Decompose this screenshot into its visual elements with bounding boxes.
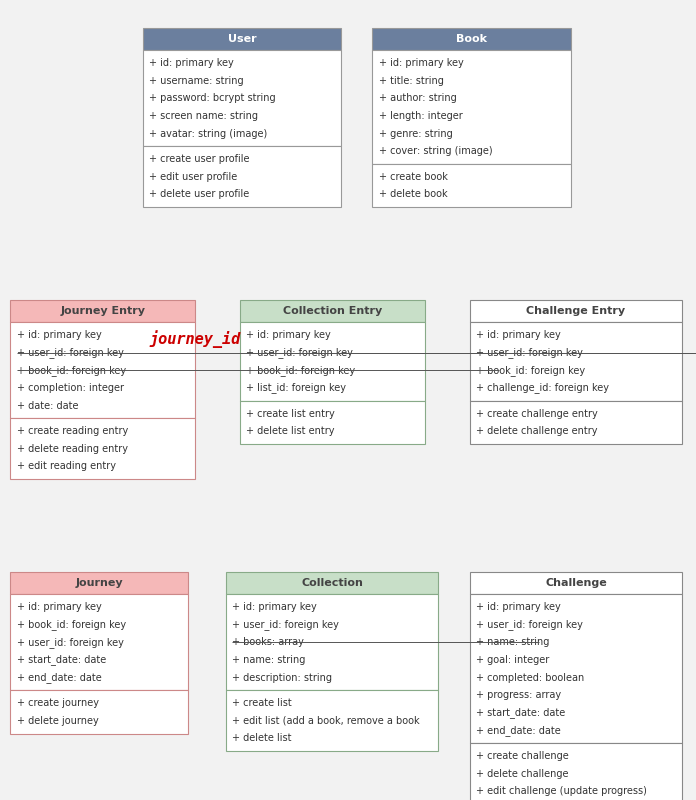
Text: + description: string: + description: string <box>232 673 333 682</box>
Text: Collection Entry: Collection Entry <box>283 306 382 316</box>
Text: + screen name: string: + screen name: string <box>149 111 258 121</box>
Text: + edit reading entry: + edit reading entry <box>17 462 116 471</box>
Bar <box>240 401 425 444</box>
Bar <box>226 572 438 594</box>
Text: + create user profile: + create user profile <box>149 154 249 164</box>
Text: + genre: string: + genre: string <box>379 129 452 138</box>
Text: + date: date: + date: date <box>17 401 78 410</box>
Bar <box>143 50 341 146</box>
Text: + edit challenge (update progress): + edit challenge (update progress) <box>476 786 647 796</box>
Bar <box>226 594 438 690</box>
Bar <box>372 28 571 50</box>
Text: + edit list (add a book, remove a book: + edit list (add a book, remove a book <box>232 716 420 726</box>
Text: + delete user profile: + delete user profile <box>149 190 249 199</box>
Text: + book_id: foreign key: + book_id: foreign key <box>476 365 585 376</box>
Bar <box>240 300 425 322</box>
Text: + create list: + create list <box>232 698 292 708</box>
Text: + end_date: date: + end_date: date <box>476 725 561 736</box>
Text: Journey: Journey <box>75 578 123 588</box>
Text: + avatar: string (image): + avatar: string (image) <box>149 129 267 138</box>
Text: + end_date: date: + end_date: date <box>17 672 102 683</box>
Text: + create book: + create book <box>379 172 448 182</box>
Text: + completion: integer: + completion: integer <box>17 383 124 393</box>
Text: Challenge Entry: Challenge Entry <box>526 306 626 316</box>
Bar <box>10 572 188 594</box>
Bar <box>10 322 195 418</box>
Text: + id: primary key: + id: primary key <box>149 58 234 68</box>
Bar <box>470 322 682 401</box>
Text: + completed: boolean: + completed: boolean <box>476 673 585 682</box>
Text: + book_id: foreign key: + book_id: foreign key <box>17 365 126 376</box>
Text: + id: primary key: + id: primary key <box>379 58 464 68</box>
Text: User: User <box>228 34 256 44</box>
Text: + user_id: foreign key: + user_id: foreign key <box>17 347 124 358</box>
Bar <box>372 164 571 207</box>
Text: + progress: array: + progress: array <box>476 690 561 700</box>
Text: + create challenge: + create challenge <box>476 751 569 761</box>
Text: + create list entry: + create list entry <box>246 409 335 418</box>
Text: Journey Entry: Journey Entry <box>60 306 145 316</box>
Text: journey_id: journey_id <box>150 330 241 348</box>
Text: + length: integer: + length: integer <box>379 111 462 121</box>
Bar <box>470 300 682 322</box>
Bar <box>143 28 341 50</box>
Text: Challenge: Challenge <box>545 578 607 588</box>
Text: + start_date: date: + start_date: date <box>17 654 106 666</box>
Bar <box>10 418 195 479</box>
Text: Collection: Collection <box>301 578 363 588</box>
Text: + user_id: foreign key: + user_id: foreign key <box>246 347 354 358</box>
Text: + title: string: + title: string <box>379 76 443 86</box>
Text: + list_id: foreign key: + list_id: foreign key <box>246 382 347 394</box>
Text: + delete challenge entry: + delete challenge entry <box>476 426 598 436</box>
Text: + user_id: foreign key: + user_id: foreign key <box>476 619 583 630</box>
Text: + name: string: + name: string <box>232 655 306 665</box>
Text: + id: primary key: + id: primary key <box>17 602 102 612</box>
Text: + goal: integer: + goal: integer <box>476 655 549 665</box>
Text: + cover: string (image): + cover: string (image) <box>379 146 492 156</box>
Bar <box>372 50 571 164</box>
Text: + delete reading entry: + delete reading entry <box>17 444 127 454</box>
Text: + user_id: foreign key: + user_id: foreign key <box>232 619 340 630</box>
Bar <box>10 300 195 322</box>
Text: + books: array: + books: array <box>232 638 304 647</box>
Bar <box>470 572 682 594</box>
Bar <box>226 690 438 751</box>
Text: + delete journey: + delete journey <box>17 716 98 726</box>
Text: + delete list: + delete list <box>232 734 292 743</box>
Bar <box>470 743 682 800</box>
Text: + name: string: + name: string <box>476 638 549 647</box>
Text: + edit user profile: + edit user profile <box>149 172 237 182</box>
Bar <box>10 594 188 690</box>
Text: + delete list entry: + delete list entry <box>246 426 335 436</box>
Bar <box>10 690 188 734</box>
Text: + user_id: foreign key: + user_id: foreign key <box>476 347 583 358</box>
Text: + delete book: + delete book <box>379 190 448 199</box>
Text: + challenge_id: foreign key: + challenge_id: foreign key <box>476 382 609 394</box>
Text: + id: primary key: + id: primary key <box>246 330 331 340</box>
Text: + create reading entry: + create reading entry <box>17 426 128 436</box>
Text: + id: primary key: + id: primary key <box>476 330 561 340</box>
Text: + id: primary key: + id: primary key <box>17 330 102 340</box>
Bar <box>470 594 682 743</box>
Text: + start_date: date: + start_date: date <box>476 707 565 718</box>
Text: + username: string: + username: string <box>149 76 244 86</box>
Text: + id: primary key: + id: primary key <box>476 602 561 612</box>
Text: + password: bcrypt string: + password: bcrypt string <box>149 94 276 103</box>
Text: + book_id: foreign key: + book_id: foreign key <box>246 365 356 376</box>
Text: Book: Book <box>456 34 487 44</box>
Text: + user_id: foreign key: + user_id: foreign key <box>17 637 124 648</box>
Text: + id: primary key: + id: primary key <box>232 602 317 612</box>
Text: + create journey: + create journey <box>17 698 99 708</box>
Bar <box>240 322 425 401</box>
Bar <box>470 401 682 444</box>
Text: + delete challenge: + delete challenge <box>476 769 569 778</box>
Text: + book_id: foreign key: + book_id: foreign key <box>17 619 126 630</box>
Bar <box>143 146 341 207</box>
Text: + author: string: + author: string <box>379 94 457 103</box>
Text: + create challenge entry: + create challenge entry <box>476 409 598 418</box>
